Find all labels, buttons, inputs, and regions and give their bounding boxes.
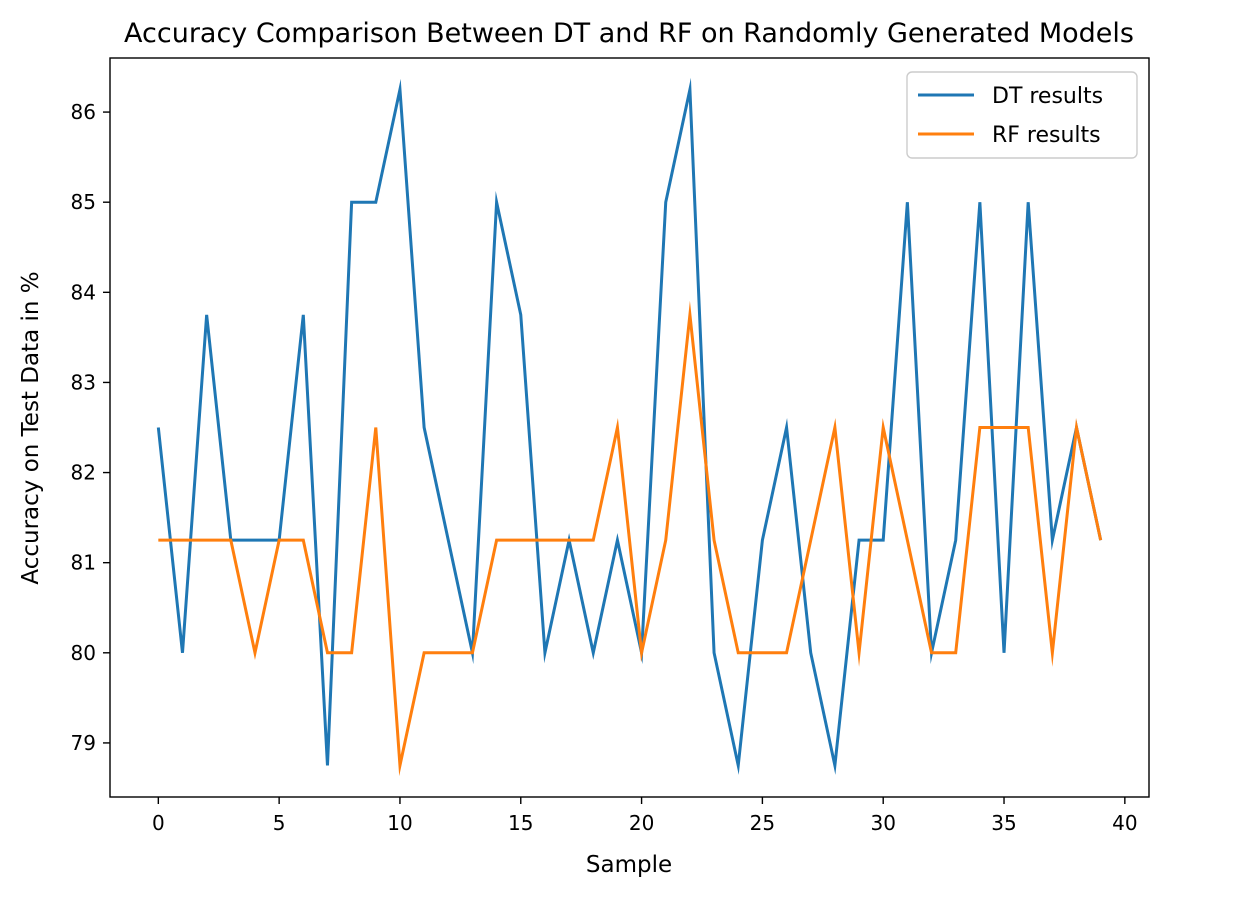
chart-title: Accuracy Comparison Between DT and RF on… xyxy=(124,18,1134,49)
x-tick-label: 20 xyxy=(629,811,654,835)
x-tick-label: 15 xyxy=(508,811,533,835)
y-axis-label: Accuracy on Test Data in % xyxy=(18,271,44,584)
y-tick-label: 82 xyxy=(71,461,96,485)
x-tick-label: 25 xyxy=(750,811,775,835)
legend-label-rf: RF results xyxy=(992,123,1101,148)
series-line-rf xyxy=(158,300,1103,777)
x-axis-ticks: 0 5 10 15 20 25 30 35 40 xyxy=(152,797,1138,835)
y-axis-ticks: 79 80 81 82 83 84 85 86 xyxy=(71,100,110,755)
x-tick-label: 5 xyxy=(273,811,286,835)
y-tick-label: 80 xyxy=(71,641,96,665)
x-axis-label: Sample xyxy=(586,852,672,878)
series-layer xyxy=(156,77,1103,777)
x-tick-label: 30 xyxy=(870,811,895,835)
x-tick-label: 40 xyxy=(1112,811,1137,835)
y-tick-label: 81 xyxy=(71,551,96,575)
legend-label-dt: DT results xyxy=(992,84,1103,109)
legend: DT results RF results xyxy=(906,71,1138,159)
x-tick-label: 0 xyxy=(152,811,165,835)
y-tick-label: 83 xyxy=(71,370,96,394)
plot-area-frame xyxy=(109,57,1150,798)
y-tick-label: 84 xyxy=(71,280,96,304)
y-tick-label: 86 xyxy=(71,100,96,124)
x-tick-label: 35 xyxy=(991,811,1016,835)
series-line-dt xyxy=(156,77,1103,775)
y-tick-label: 85 xyxy=(71,190,96,214)
y-tick-label: 79 xyxy=(71,731,96,755)
x-tick-label: 10 xyxy=(387,811,412,835)
